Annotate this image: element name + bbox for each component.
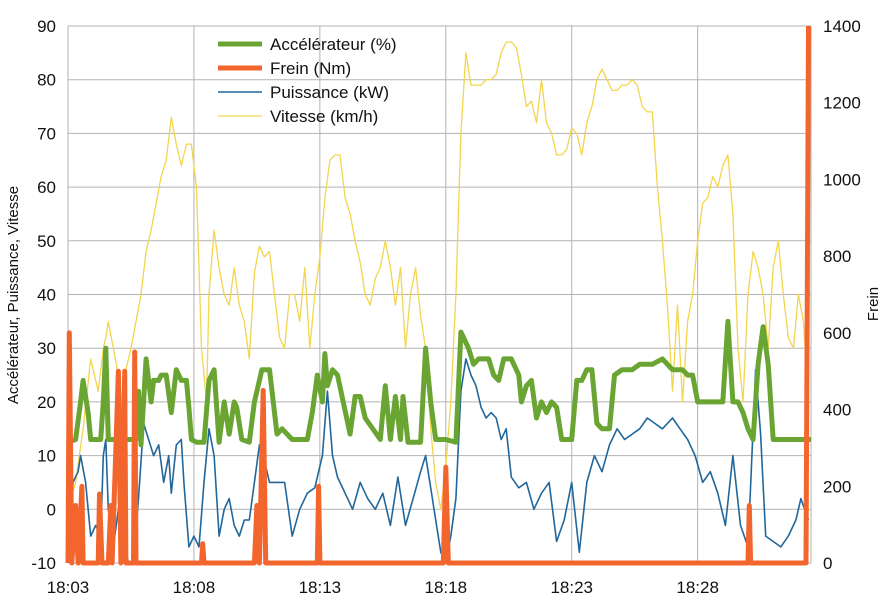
left-tick-label: -10	[31, 554, 56, 573]
x-tick-label: 18:18	[425, 578, 468, 597]
left-tick-label: 90	[37, 17, 56, 36]
right-tick-label: 600	[823, 324, 851, 343]
gridlines	[67, 25, 812, 564]
left-tick-label: 30	[37, 339, 56, 358]
right-axis-ticks: 0 200 400 600 800 1000 1200 1400	[823, 17, 861, 573]
left-tick-label: 70	[37, 124, 56, 143]
left-tick-label: 50	[37, 232, 56, 251]
right-tick-label: 1200	[823, 94, 861, 113]
left-tick-label: 20	[37, 393, 56, 412]
left-axis-title: Accélérateur, Puissance, Vitesse	[5, 186, 22, 404]
legend: Accélérateur (%) Frein (Nm) Puissance (kW)…	[218, 35, 397, 126]
x-tick-label: 18:08	[173, 578, 216, 597]
x-tick-label: 18:13	[299, 578, 342, 597]
x-tick-label: 18:23	[550, 578, 593, 597]
series-group	[65, 25, 811, 566]
left-tick-label: 0	[47, 500, 56, 519]
legend-label: Accélérateur (%)	[270, 35, 397, 54]
right-tick-label: 200	[823, 477, 851, 496]
legend-label: Puissance (kW)	[270, 83, 389, 102]
right-tick-label: 800	[823, 247, 851, 266]
left-tick-label: 60	[37, 178, 56, 197]
x-tick-label: 18:28	[676, 578, 719, 597]
series-line-3	[67, 358, 810, 564]
left-tick-label: 40	[37, 286, 56, 305]
series-line-2	[65, 25, 811, 566]
right-tick-label: 1400	[823, 17, 861, 36]
series-line-4	[67, 41, 810, 510]
left-tick-label: 10	[37, 447, 56, 466]
x-tick-label: 18:03	[47, 578, 90, 597]
series-line-1	[67, 318, 811, 448]
left-axis-ticks: -10 0 10 20 30 40 50 60 70 80 90	[31, 17, 56, 573]
right-tick-label: 0	[823, 554, 832, 573]
left-tick-label: 80	[37, 71, 56, 90]
legend-label: Frein (Nm)	[270, 59, 351, 78]
right-tick-label: 400	[823, 401, 851, 420]
legend-label: Vitesse (km/h)	[270, 107, 378, 126]
right-tick-label: 1000	[823, 170, 861, 189]
right-axis-title: Frein	[865, 287, 882, 321]
x-axis-ticks: 18:03 18:08 18:13 18:18 18:23 18:28	[47, 578, 719, 597]
